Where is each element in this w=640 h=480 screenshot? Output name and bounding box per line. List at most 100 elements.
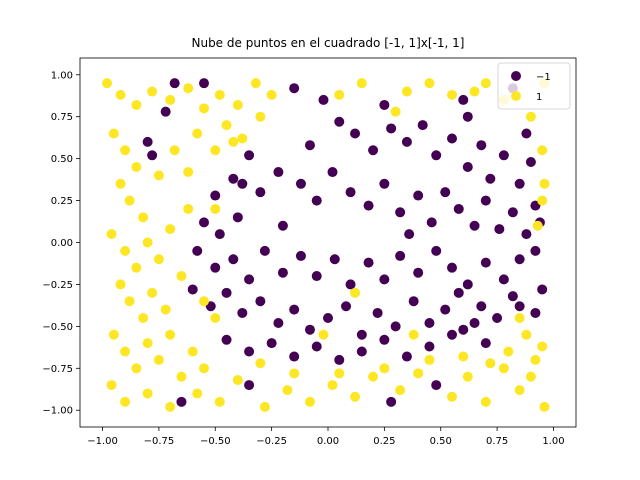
point-series0-4 [368, 145, 379, 156]
point-series0-17 [244, 150, 255, 161]
point-series1-101 [514, 312, 525, 323]
point-series1-69 [368, 371, 379, 382]
x-tick-label-4: 0.00 [317, 436, 339, 447]
point-series1-11 [356, 78, 367, 89]
point-series0-58 [462, 279, 473, 290]
point-series0-7 [417, 120, 428, 131]
point-series0-18 [228, 173, 239, 184]
y-tick-label-1: −0.75 [42, 364, 73, 375]
point-series0-92 [424, 341, 435, 352]
point-series0-112 [244, 380, 255, 391]
point-series0-33 [426, 217, 437, 228]
point-series0-15 [525, 156, 536, 167]
legend: −1 1 [497, 62, 571, 110]
point-series0-50 [329, 254, 340, 265]
point-series0-108 [521, 128, 532, 139]
point-series1-61 [192, 388, 203, 399]
point-series0-5 [386, 123, 397, 134]
y-tick-label-7: 0.75 [51, 112, 73, 123]
point-series1-38 [131, 262, 142, 273]
point-series1-42 [176, 271, 187, 282]
y-tick-label-4: 0.00 [51, 238, 73, 249]
point-series1-93 [228, 136, 239, 147]
point-series1-88 [255, 358, 266, 369]
point-series1-32 [255, 111, 266, 122]
legend-marker-0 [511, 71, 521, 81]
point-series0-96 [142, 136, 153, 147]
point-series1-102 [532, 220, 543, 231]
point-series1-19 [108, 128, 119, 139]
point-series0-70 [304, 324, 315, 335]
point-series0-45 [244, 274, 255, 285]
point-series1-50 [131, 363, 142, 374]
point-series0-66 [237, 307, 248, 318]
point-series0-14 [514, 178, 525, 189]
point-series0-24 [273, 167, 284, 178]
point-series1-90 [199, 296, 209, 307]
point-series0-57 [447, 262, 457, 273]
point-series1-27 [183, 167, 194, 178]
y-tick-label-8: 1.00 [51, 70, 73, 81]
point-series0-65 [221, 287, 232, 298]
point-series1-47 [160, 304, 171, 315]
point-series1-48 [108, 329, 119, 340]
point-series1-15 [480, 78, 491, 89]
point-series1-33 [537, 145, 548, 156]
point-series0-47 [277, 267, 288, 278]
point-series1-71 [413, 368, 424, 379]
point-series0-59 [480, 257, 491, 268]
point-series1-1 [115, 89, 126, 100]
x-tick-label-8: 1.00 [542, 436, 564, 447]
point-series0-113 [386, 396, 397, 407]
point-series0-35 [453, 203, 464, 214]
point-series0-32 [413, 190, 424, 201]
point-series1-68 [350, 391, 361, 402]
point-series1-81 [525, 371, 536, 382]
point-series1-37 [120, 245, 131, 256]
point-series1-58 [120, 396, 131, 407]
point-series1-45 [138, 312, 149, 323]
point-series1-84 [424, 354, 435, 365]
point-series1-55 [187, 346, 198, 357]
point-series1-83 [485, 358, 496, 369]
point-series0-93 [447, 329, 457, 340]
point-series0-109 [462, 111, 473, 122]
point-series0-36 [469, 220, 480, 231]
point-series0-78 [440, 304, 451, 315]
point-series1-57 [106, 380, 117, 391]
point-series1-9 [250, 78, 261, 89]
point-series1-2 [131, 99, 142, 110]
point-series0-103 [514, 301, 525, 312]
point-series1-20 [120, 145, 131, 156]
point-series1-25 [153, 170, 164, 181]
point-series1-82 [503, 346, 514, 357]
legend-label-1: 1 [536, 92, 542, 103]
chart-title: Nube de puntos en el cuadrado [-1, 1]x[-… [191, 36, 464, 50]
point-series1-34 [539, 178, 550, 189]
point-series1-70 [395, 385, 406, 396]
point-series0-42 [192, 245, 203, 256]
point-series0-21 [214, 229, 225, 240]
point-series1-97 [318, 329, 329, 340]
point-series0-106 [458, 94, 469, 105]
point-series0-61 [514, 254, 525, 265]
point-series1-31 [237, 133, 248, 144]
point-series1-12 [401, 86, 412, 97]
point-series0-37 [480, 195, 491, 206]
point-series1-8 [232, 99, 243, 110]
point-series0-55 [413, 267, 424, 278]
point-series0-29 [363, 200, 374, 211]
point-series1-6 [199, 103, 209, 114]
point-series1-78 [539, 401, 550, 412]
point-series1-51 [142, 338, 153, 349]
point-series1-17 [525, 111, 536, 122]
y-tick-label-5: 0.25 [51, 196, 73, 207]
point-series0-75 [390, 321, 401, 332]
point-series0-87 [311, 341, 322, 352]
point-series0-46 [259, 245, 270, 256]
point-series1-13 [424, 78, 435, 89]
point-series0-94 [469, 318, 480, 329]
point-series1-10 [266, 89, 277, 100]
point-series1-14 [447, 89, 457, 100]
